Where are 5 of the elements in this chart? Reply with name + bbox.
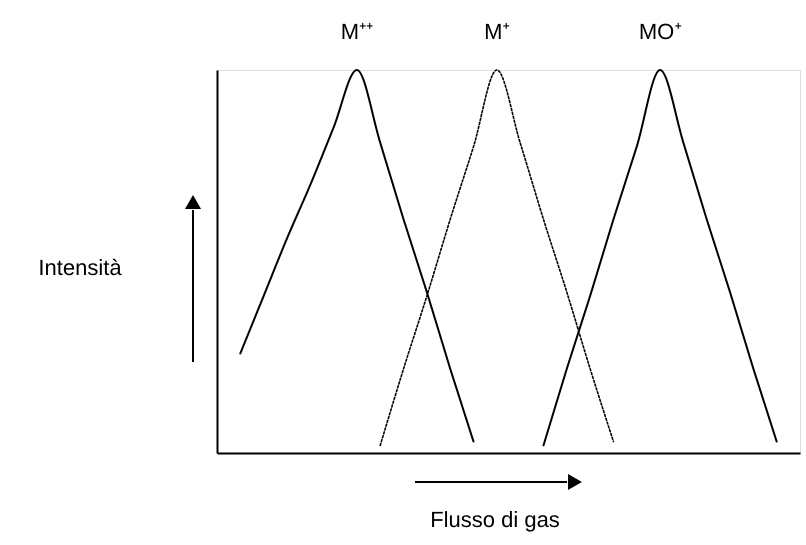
x-axis-title: Flusso di gas [430, 507, 560, 532]
y-axis-title: Intensità [38, 255, 122, 280]
series-label: M⁺⁺ [340, 19, 374, 44]
series-label: M⁺ [484, 19, 510, 44]
series-label: MO⁺ [638, 19, 682, 44]
